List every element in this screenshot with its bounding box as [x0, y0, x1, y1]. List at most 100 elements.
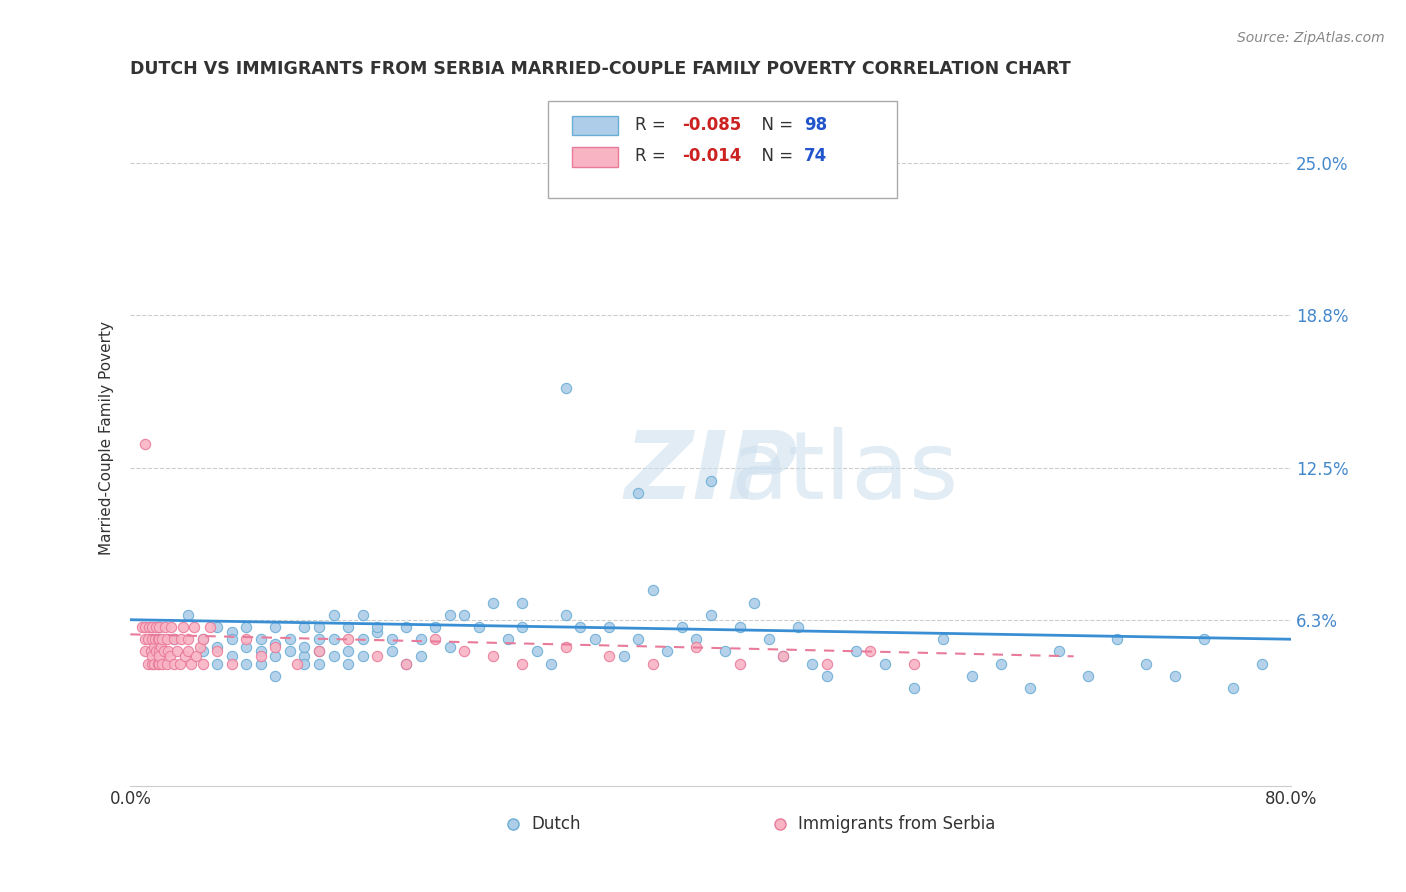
Point [439, 607, 461, 622]
Point [264, 649, 287, 664]
FancyBboxPatch shape [548, 101, 897, 198]
Text: R =: R = [636, 116, 672, 134]
Point [177, 644, 200, 658]
Point [264, 640, 287, 654]
Point [156, 657, 179, 671]
Text: Immigrants from Serbia: Immigrants from Serbia [799, 815, 995, 833]
Point [1047, 644, 1070, 658]
Point [145, 644, 167, 658]
Point [641, 657, 664, 671]
Point [183, 620, 205, 634]
Point [250, 644, 273, 658]
Point [627, 632, 650, 647]
Point [134, 644, 156, 658]
Point [1107, 632, 1129, 647]
Point [264, 620, 287, 634]
Point [787, 620, 810, 634]
Point [148, 657, 170, 671]
Point [207, 657, 229, 671]
Point [294, 620, 316, 634]
Point [141, 657, 163, 671]
Point [264, 669, 287, 683]
Point [207, 640, 229, 654]
Point [136, 657, 159, 671]
Point [554, 607, 576, 622]
Point [990, 657, 1012, 671]
Point [148, 620, 170, 634]
Point [815, 669, 838, 683]
Text: Source: ZipAtlas.com: Source: ZipAtlas.com [1237, 31, 1385, 45]
Point [163, 632, 186, 647]
Point [146, 657, 169, 671]
Point [627, 486, 650, 500]
Point [308, 644, 330, 658]
Point [235, 620, 257, 634]
Point [366, 620, 388, 634]
Point [859, 644, 882, 658]
Point [496, 632, 519, 647]
Point [150, 657, 173, 671]
Text: R =: R = [636, 147, 672, 165]
Point [744, 596, 766, 610]
Point [278, 644, 301, 658]
Point [337, 657, 360, 671]
Point [1251, 657, 1274, 671]
Point [134, 620, 156, 634]
Text: atlas: atlas [730, 426, 959, 519]
Point [366, 649, 388, 664]
Point [1194, 632, 1216, 647]
Point [453, 644, 475, 658]
Point [294, 640, 316, 654]
Point [166, 644, 188, 658]
Point [352, 632, 374, 647]
Point [569, 620, 592, 634]
Point [613, 649, 636, 664]
Point [772, 649, 794, 664]
Point [337, 620, 360, 634]
Point [700, 607, 723, 622]
Point [221, 624, 243, 639]
Point [136, 632, 159, 647]
Point [903, 681, 925, 695]
Point [352, 649, 374, 664]
Point [188, 640, 211, 654]
Point [409, 632, 432, 647]
Point [685, 640, 707, 654]
Point [423, 632, 446, 647]
Point [308, 620, 330, 634]
Point [153, 620, 176, 634]
Text: -0.085: -0.085 [682, 116, 741, 134]
Point [145, 620, 167, 634]
Point [510, 596, 533, 610]
Point [146, 632, 169, 647]
Point [264, 637, 287, 651]
Point [156, 632, 179, 647]
Point [149, 640, 172, 654]
Point [395, 657, 418, 671]
Point [143, 632, 166, 647]
Point [1077, 669, 1099, 683]
Point [191, 657, 214, 671]
Point [540, 657, 562, 671]
Point [641, 583, 664, 598]
Point [294, 657, 316, 671]
Point [170, 632, 193, 647]
Point [801, 657, 824, 671]
Point [598, 620, 620, 634]
Point [467, 620, 489, 634]
Point [163, 632, 186, 647]
Point [960, 669, 983, 683]
Point [657, 644, 679, 658]
Point [395, 657, 418, 671]
Text: ZIP: ZIP [624, 426, 797, 519]
Point [207, 620, 229, 634]
Point [380, 632, 402, 647]
Point [141, 649, 163, 664]
Point [903, 657, 925, 671]
Point [395, 620, 418, 634]
Point [177, 607, 200, 622]
Point [482, 596, 505, 610]
Point [184, 649, 207, 664]
Point [554, 381, 576, 395]
Point [1135, 657, 1157, 671]
